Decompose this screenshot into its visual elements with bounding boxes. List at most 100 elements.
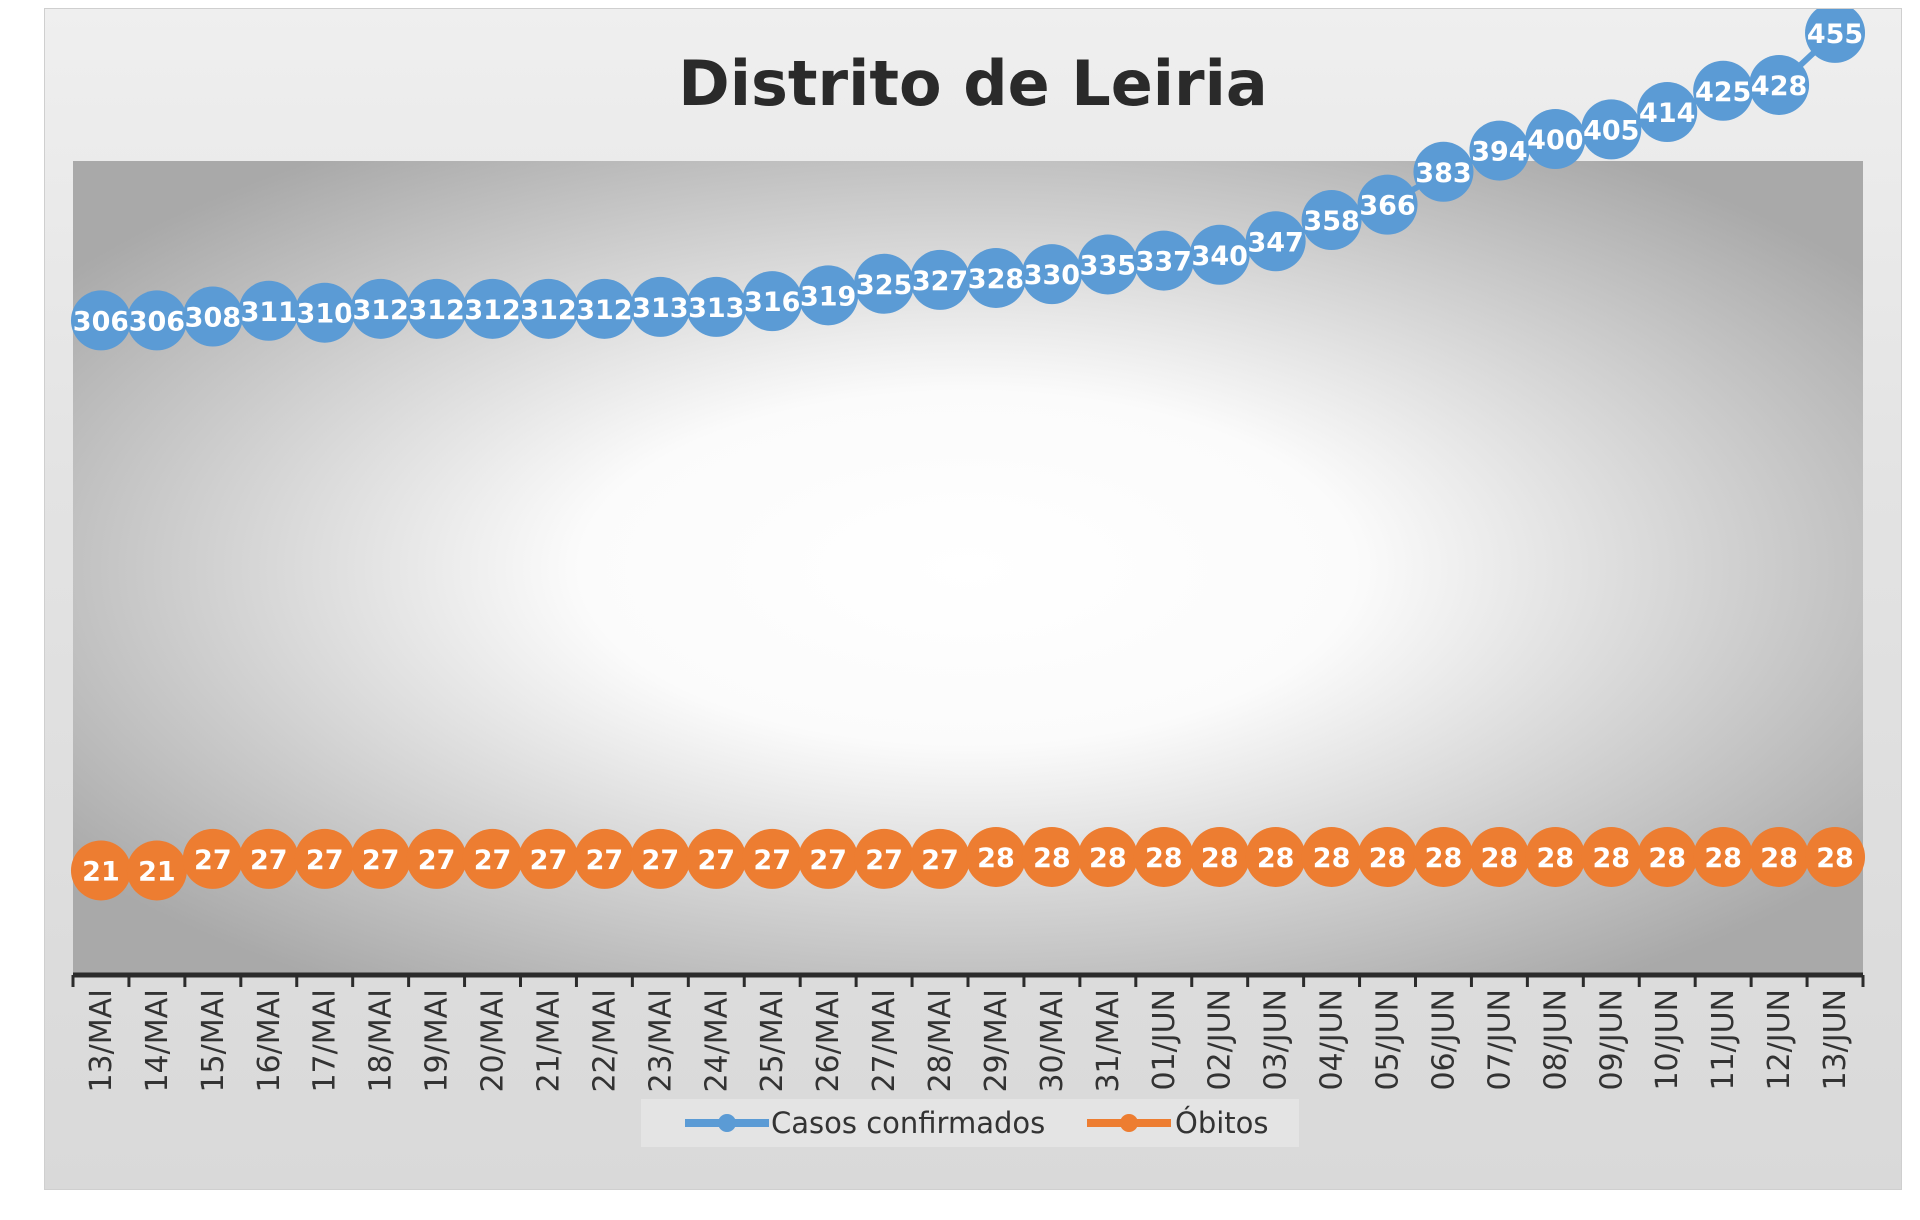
data-label: 28	[1145, 843, 1183, 874]
data-point	[1805, 9, 1866, 63]
data-point	[1525, 109, 1586, 169]
data-point	[574, 278, 635, 339]
data-point	[1749, 826, 1810, 887]
data-point	[1077, 234, 1138, 295]
x-tick-label: 04/JUN	[1315, 989, 1350, 1091]
x-tick-label: 21/MAI	[531, 989, 566, 1093]
data-point	[1693, 826, 1754, 887]
data-label: 28	[1089, 843, 1127, 874]
data-label: 28	[1369, 843, 1407, 874]
x-axis: 13/MAI 14/MAI 15/MAI 16/MAI 17/MAI 18/MAI 19/M…	[71, 972, 1865, 1093]
data-label: 28	[1592, 843, 1630, 874]
data-label: 310	[297, 299, 353, 330]
x-tick-label: 26/MAI	[811, 989, 846, 1093]
x-tick-label: 13/JUN	[1818, 989, 1853, 1091]
data-label: 21	[82, 856, 120, 887]
data-label: 316	[744, 287, 800, 318]
data-point	[350, 278, 411, 339]
data-point	[910, 828, 971, 889]
data-label: 327	[912, 266, 968, 297]
chart-frame: Distrito de Leiria 306 306 308 311 310 312 312…	[44, 8, 1902, 1190]
data-label: 358	[1303, 206, 1359, 237]
x-tick-label: 17/MAI	[308, 989, 343, 1093]
x-tick-label: 20/MAI	[476, 989, 511, 1093]
data-point	[965, 826, 1026, 887]
data-label: 27	[474, 845, 512, 876]
data-label: 308	[185, 303, 241, 334]
data-label: 428	[1751, 71, 1807, 102]
data-label: 425	[1695, 77, 1751, 108]
data-label: 28	[1816, 843, 1854, 874]
data-label: 27	[697, 845, 735, 876]
x-tick-label: 19/MAI	[420, 989, 455, 1093]
data-point	[1357, 174, 1418, 235]
data-point	[742, 271, 803, 332]
data-point	[798, 265, 859, 326]
data-label: 312	[464, 295, 520, 326]
x-tick-label: 15/MAI	[196, 989, 231, 1093]
legend-label: Óbitos	[1175, 1106, 1269, 1140]
data-point	[238, 828, 299, 889]
data-point	[574, 828, 635, 889]
x-tick-label: 29/MAI	[979, 989, 1014, 1093]
x-tick-label: 09/JUN	[1594, 989, 1629, 1091]
data-label: 414	[1639, 98, 1695, 129]
data-label: 335	[1080, 250, 1136, 281]
data-label: 319	[800, 281, 856, 312]
data-label: 21	[138, 856, 176, 887]
data-point	[1525, 826, 1586, 887]
x-tick-label: 27/MAI	[867, 989, 902, 1093]
legend-label: Casos confirmados	[771, 1106, 1045, 1140]
data-point	[126, 290, 187, 351]
data-label: 27	[362, 845, 400, 876]
data-point	[1413, 141, 1474, 202]
data-point	[70, 290, 131, 351]
data-point	[406, 278, 467, 339]
x-tick-label: 01/JUN	[1147, 989, 1182, 1091]
data-point	[1693, 60, 1754, 121]
data-point	[1749, 54, 1810, 115]
x-tick-label: 18/MAI	[364, 989, 399, 1093]
data-point	[70, 840, 131, 901]
x-tick-label: 16/MAI	[252, 989, 287, 1093]
data-label: 312	[520, 295, 576, 326]
data-point	[462, 828, 523, 889]
data-point	[1357, 826, 1418, 887]
data-point	[1189, 224, 1250, 285]
data-point	[518, 278, 579, 339]
data-label: 313	[632, 293, 688, 324]
data-label: 394	[1471, 137, 1527, 168]
data-point	[1469, 120, 1530, 181]
x-tick-label: 03/JUN	[1259, 989, 1294, 1091]
data-point	[798, 828, 859, 889]
data-point	[1301, 190, 1362, 251]
x-tick-label: 31/MAI	[1091, 989, 1126, 1093]
data-label: 312	[408, 295, 464, 326]
data-label: 27	[194, 845, 232, 876]
data-point	[126, 840, 187, 901]
x-tick-label: 05/JUN	[1371, 989, 1406, 1091]
data-point	[1413, 826, 1474, 887]
series-1: 306 306 308 311 310 312 312 312 312 312 313 313 316 3…	[70, 9, 1866, 351]
chart: Distrito de Leiria 306 306 308 311 310 312 312…	[70, 9, 1866, 1147]
data-point	[182, 286, 243, 347]
data-label: 27	[586, 845, 624, 876]
data-label: 313	[688, 293, 744, 324]
data-point	[350, 828, 411, 889]
data-point	[462, 278, 523, 339]
data-point	[1581, 99, 1642, 160]
data-point	[1021, 244, 1082, 305]
data-label: 27	[809, 845, 847, 876]
data-point	[686, 828, 747, 889]
x-tick-label: 06/JUN	[1426, 989, 1461, 1091]
data-point	[630, 828, 691, 889]
x-tick-label: 25/MAI	[755, 989, 790, 1093]
data-label: 27	[530, 845, 568, 876]
data-point	[1189, 826, 1250, 887]
data-label: 27	[418, 845, 456, 876]
data-label: 347	[1247, 227, 1303, 258]
data-label: 28	[1760, 843, 1798, 874]
x-tick-label: 02/JUN	[1203, 989, 1238, 1091]
legend: Casos confirmados Óbitos	[641, 1099, 1299, 1147]
data-label: 27	[250, 845, 288, 876]
